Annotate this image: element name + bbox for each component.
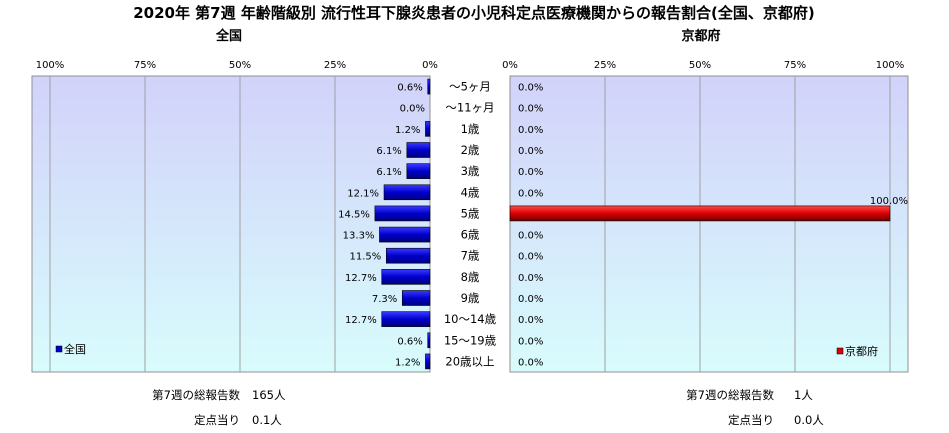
category-label: 8歳 [461, 270, 480, 284]
national-bar [379, 226, 431, 243]
category-label: 10～14歳 [444, 312, 497, 326]
kyoto-plot-area [509, 75, 909, 373]
category-label: 15～19歳 [444, 333, 497, 347]
kyoto-data-label: 0.0% [518, 188, 543, 199]
category-label: 2歳 [461, 143, 480, 157]
kyoto-data-label: 100.0% [870, 196, 908, 207]
category-label: 4歳 [461, 185, 480, 199]
national-x-tick: 25% [324, 60, 346, 71]
national-bar [381, 269, 431, 285]
national-per-label: 定点当り [194, 413, 240, 427]
gridlines [49, 76, 891, 372]
kyoto-per-value: 0.0人 [794, 413, 824, 427]
national-total-label: 第7週の総報告数 [152, 388, 240, 402]
national-legend-label: 全国 [64, 342, 86, 356]
national-bar [427, 78, 431, 95]
kyoto-data-label: 0.0% [518, 336, 543, 347]
national-bar [427, 332, 431, 349]
kyoto-legend: 京都府 [836, 344, 878, 358]
national-bar [381, 311, 431, 327]
kyoto-data-label: 0.0% [518, 125, 543, 136]
category-label: ～11ヶ月 [445, 101, 494, 115]
kyoto-x-tick: 75% [784, 60, 806, 71]
category-label: 9歳 [461, 291, 480, 305]
kyoto-data-label: 0.0% [518, 104, 543, 115]
national-bar [385, 247, 431, 264]
category-label: ～5ヶ月 [449, 80, 491, 94]
kyoto-data-label: 0.0% [518, 83, 543, 94]
national-bar [406, 142, 431, 158]
kyoto-data-label: 0.0% [518, 294, 543, 305]
chart-title: 2020年 第7週 年齢階級別 流行性耳下腺炎患者の小児科定点医療機関からの報告… [133, 4, 815, 22]
national-data-label: 7.3% [372, 294, 397, 305]
national-data-label: 6.1% [376, 167, 401, 178]
category-label: 6歳 [461, 228, 480, 242]
national-plot-area [31, 75, 431, 373]
kyoto-bar [509, 205, 891, 222]
kyoto-legend-swatch [836, 347, 844, 355]
national-data-label: 6.1% [376, 146, 401, 157]
category-label: 3歳 [461, 164, 480, 178]
national-subtitle: 全国 [215, 28, 242, 44]
national-legend: 全国 [55, 342, 86, 356]
national-data-label: 1.2% [395, 125, 420, 136]
category-label: 7歳 [461, 249, 480, 263]
national-x-tick: 0% [422, 60, 438, 71]
kyoto-data-label: 0.0% [518, 167, 543, 178]
national-per-value: 0.1人 [252, 413, 282, 427]
national-bar [425, 121, 431, 137]
kyoto-total-label: 第7週の総報告数 [686, 388, 774, 402]
national-x-tick: 75% [134, 60, 156, 71]
kyoto-data-label: 0.0% [518, 315, 543, 326]
national-bar [374, 205, 431, 222]
national-legend-swatch [55, 345, 63, 353]
kyoto-x-tick: 100% [876, 60, 905, 71]
axis-ticks: 0% 0% 25% 25% 50% 50% 75% 75% 100% 100% [36, 60, 905, 71]
national-bar [383, 184, 431, 201]
national-bar [406, 163, 431, 179]
kyoto-data-label: 0.0% [518, 146, 543, 157]
kyoto-data-label: 0.0% [518, 273, 543, 284]
bars: 0.6% 0.0% 0.0% 0.0% 1.2% 0.0% 6.1% 0.0% 6.1% 0.0%… [338, 78, 908, 370]
kyoto-legend-label: 京都府 [845, 344, 878, 358]
kyoto-per-label: 定点当り [728, 413, 774, 427]
kyoto-data-label: 0.0% [518, 357, 543, 368]
kyoto-x-tick: 25% [594, 60, 616, 71]
category-label: 1歳 [461, 122, 480, 136]
national-data-label: 1.2% [395, 357, 420, 368]
national-x-tick: 100% [36, 60, 65, 71]
national-data-label: 0.6% [397, 83, 422, 94]
national-data-label: 12.7% [345, 273, 377, 284]
national-total-value: 165人 [252, 388, 286, 402]
kyoto-x-tick: 50% [689, 60, 711, 71]
kyoto-footer: 第7週の総報告数 1人 定点当り 0.0人 [686, 388, 824, 427]
kyoto-subtitle: 京都府 [681, 28, 720, 44]
national-data-label: 0.6% [397, 336, 422, 347]
national-data-label: 13.3% [343, 231, 375, 242]
national-data-label: 12.1% [347, 188, 379, 199]
national-data-label: 12.7% [345, 315, 377, 326]
category-label: 5歳 [461, 206, 480, 220]
national-bar [401, 290, 431, 306]
national-data-label: 0.0% [400, 104, 425, 115]
category-label: 20歳以上 [445, 354, 494, 368]
national-x-tick: 50% [229, 60, 251, 71]
category-labels: ～5ヶ月 ～11ヶ月 1歳 2歳 3歳 4歳 5歳 6歳 7歳 8歳 9歳 10～14歳 15～19歳 2… [444, 80, 497, 369]
national-bar [425, 353, 431, 370]
kyoto-data-label: 0.0% [518, 231, 543, 242]
national-data-label: 14.5% [338, 209, 370, 220]
national-footer: 第7週の総報告数 165人 定点当り 0.1人 [152, 388, 286, 427]
kyoto-x-tick: 0% [502, 60, 518, 71]
kyoto-data-label: 0.0% [518, 252, 543, 263]
kyoto-total-value: 1人 [794, 388, 813, 402]
national-data-label: 11.5% [350, 252, 382, 263]
